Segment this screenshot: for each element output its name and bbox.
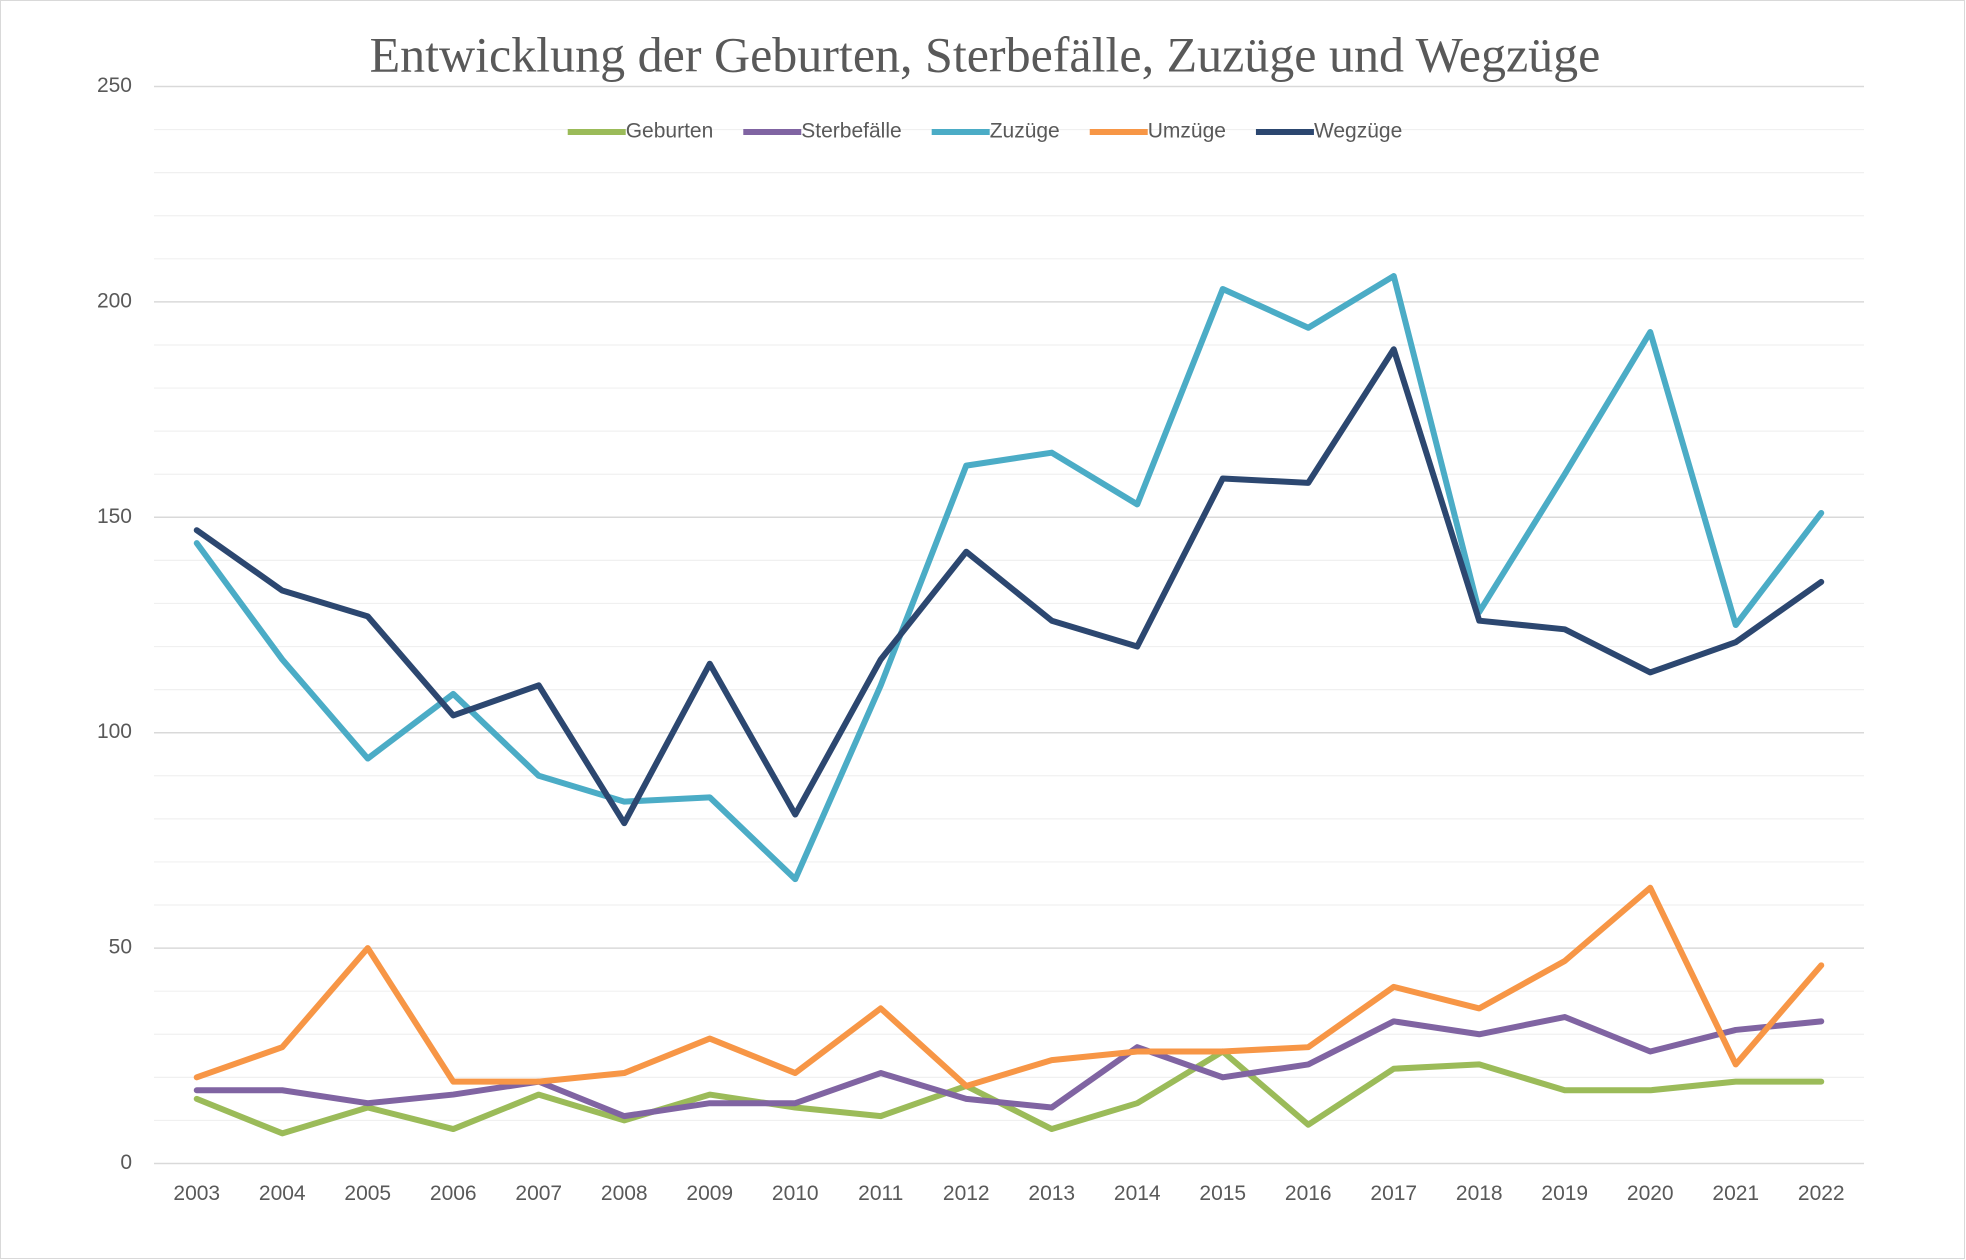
x-tick-label: 2005 bbox=[344, 1182, 391, 1205]
legend-label: Geburten bbox=[626, 120, 714, 143]
x-tick-label: 2017 bbox=[1370, 1182, 1417, 1205]
x-tick-label: 2010 bbox=[772, 1182, 819, 1205]
y-tick-label: 50 bbox=[109, 936, 132, 959]
series-line bbox=[193, 346, 1825, 827]
x-tick-label: 2021 bbox=[1712, 1182, 1759, 1205]
series-line bbox=[193, 1048, 1825, 1137]
x-tick-label: 2004 bbox=[259, 1182, 306, 1205]
x-tick-label: 2016 bbox=[1285, 1182, 1332, 1205]
x-tick-label: 2015 bbox=[1199, 1182, 1246, 1205]
y-tick-label: 250 bbox=[97, 74, 132, 97]
x-tick-label: 2006 bbox=[430, 1182, 477, 1205]
x-tick-label: 2013 bbox=[1028, 1182, 1075, 1205]
x-tick-label: 2012 bbox=[943, 1182, 990, 1205]
x-tick-label: 2020 bbox=[1627, 1182, 1674, 1205]
x-tick-label: 2018 bbox=[1456, 1182, 1503, 1205]
series-line bbox=[193, 884, 1825, 1089]
y-tick-label: 200 bbox=[97, 289, 132, 312]
legend-label: Umzüge bbox=[1148, 120, 1226, 143]
chart-title: Entwicklung der Geburten, Sterbefälle, Z… bbox=[370, 26, 1601, 82]
y-tick-label: 100 bbox=[97, 720, 132, 743]
x-tick-label: 2022 bbox=[1798, 1182, 1845, 1205]
x-tick-label: 2011 bbox=[858, 1182, 903, 1205]
x-tick-label: 2009 bbox=[686, 1182, 733, 1205]
legend-label: Sterbefälle bbox=[801, 120, 901, 143]
x-tick-label: 2007 bbox=[515, 1182, 562, 1205]
x-tick-label: 2008 bbox=[601, 1182, 648, 1205]
x-tick-label: 2003 bbox=[173, 1182, 220, 1205]
x-tick-label: 2019 bbox=[1541, 1182, 1588, 1205]
legend-label: Wegzüge bbox=[1314, 120, 1402, 143]
y-tick-label: 150 bbox=[97, 505, 132, 528]
y-tick-label: 0 bbox=[120, 1151, 132, 1174]
x-tick-label: 2014 bbox=[1114, 1182, 1161, 1205]
legend-label: Zuzüge bbox=[990, 120, 1060, 143]
series-line bbox=[193, 1014, 1825, 1120]
